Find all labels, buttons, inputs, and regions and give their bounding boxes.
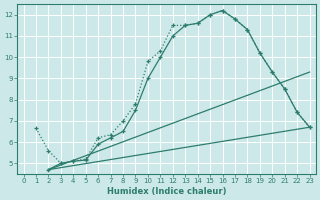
- X-axis label: Humidex (Indice chaleur): Humidex (Indice chaleur): [107, 187, 226, 196]
